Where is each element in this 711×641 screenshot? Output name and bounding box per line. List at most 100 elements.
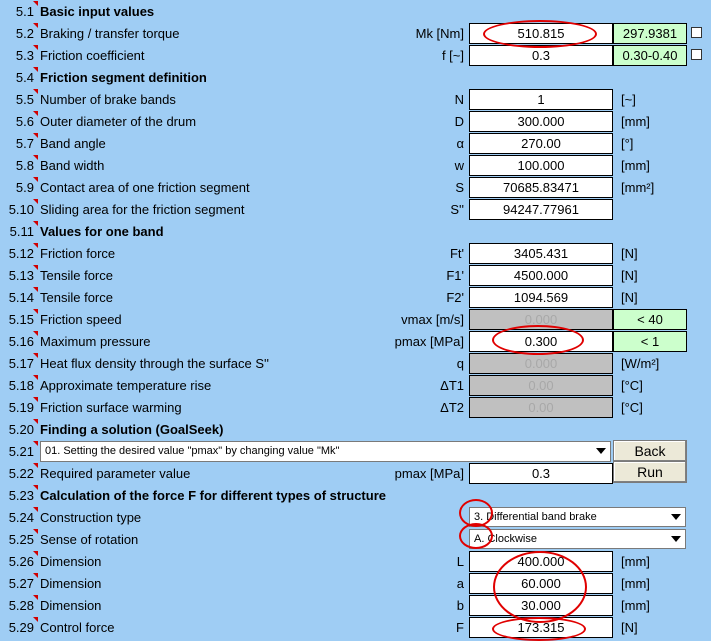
- drum-diameter-input[interactable]: 300.000: [469, 111, 613, 132]
- row-number: 5.26: [0, 551, 38, 573]
- row-unit: [N]: [621, 620, 638, 635]
- friction-speed-limit: < 40: [613, 309, 687, 330]
- row-number: 5.3: [0, 45, 38, 67]
- band-width-input[interactable]: 100.000: [469, 155, 613, 176]
- chevron-down-icon[interactable]: [593, 443, 609, 459]
- row-symbol: pmax [MPa]: [394, 334, 464, 349]
- row-number: 5.15: [0, 309, 38, 331]
- row-symbol: q: [456, 356, 464, 371]
- row-5-6: 5.6 Outer diameter of the drum D 300.000…: [0, 111, 711, 133]
- row-label: Number of brake bands: [40, 92, 176, 107]
- row-unit: [mm²]: [621, 180, 655, 195]
- row-5-21: 5.21 01. Setting the desired value "pmax…: [0, 440, 711, 463]
- row-5-23: 5.23 Calculation of the force F for diff…: [0, 485, 711, 507]
- row-number: 5.10: [0, 199, 38, 221]
- row-symbol: f [~]: [441, 48, 464, 63]
- row-unit: [°C]: [621, 378, 643, 393]
- row-label: Friction force: [40, 246, 116, 261]
- goalseek-select[interactable]: 01. Setting the desired value "pmax" by …: [40, 441, 611, 462]
- row-number: 5.28: [0, 595, 38, 617]
- row-label: Heat flux density through the surface S'…: [40, 356, 269, 371]
- dimension-b-input[interactable]: 30.000: [469, 595, 613, 616]
- friction-coefficient-range: 0.30-0.40: [613, 45, 687, 66]
- required-value-input[interactable]: 0.3: [469, 463, 613, 484]
- row-symbol: ΔT2: [440, 400, 464, 415]
- row-label: Friction speed: [40, 312, 122, 327]
- row-label: Construction type: [40, 510, 142, 525]
- row-label: Friction surface warming: [40, 400, 182, 415]
- section-header: Calculation of the force F for different…: [40, 488, 386, 503]
- row-number: 5.5: [0, 89, 38, 111]
- control-force-value: 173.315: [469, 617, 613, 638]
- row-symbol: F: [456, 620, 464, 635]
- braking-torque-input[interactable]: 510.815: [469, 23, 613, 44]
- row-number: 5.9: [0, 177, 38, 199]
- row-5-7: 5.7 Band angle α 270.00 [°]: [0, 133, 711, 155]
- row-5-18: 5.18 Approximate temperature rise ΔT1 0.…: [0, 375, 711, 397]
- row-5-3: 5.3 Friction coefficient f [~] 0.3 0.30-…: [0, 45, 711, 67]
- row-symbol: N: [454, 92, 464, 107]
- row-5-11: 5.11 Values for one band: [0, 221, 711, 243]
- row-number: 5.17: [0, 353, 38, 375]
- row-5-8: 5.8 Band width w 100.000 [mm]: [0, 155, 711, 177]
- row-unit: [mm]: [621, 554, 650, 569]
- row-symbol: ΔT1: [440, 378, 464, 393]
- row-5-20: 5.20 Finding a solution (GoalSeek): [0, 419, 711, 441]
- torque-checkbox[interactable]: [691, 27, 702, 38]
- construction-type-select[interactable]: 3. Differential band brake: [469, 507, 686, 527]
- row-label: Dimension: [40, 576, 102, 591]
- row-label: Required parameter value: [40, 466, 191, 481]
- row-5-9: 5.9 Contact area of one friction segment…: [0, 177, 711, 199]
- row-5-5: 5.5 Number of brake bands N 1 [~]: [0, 89, 711, 111]
- row-label: Band angle: [40, 136, 106, 151]
- row-symbol: S: [455, 180, 464, 195]
- row-label: Sense of rotation: [40, 532, 139, 547]
- row-number: 5.13: [0, 265, 38, 287]
- band-angle-input[interactable]: 270.00: [469, 133, 613, 154]
- sliding-area-value: 94247.77961: [469, 199, 613, 220]
- surface-warming-value: 0.00: [469, 397, 613, 418]
- recommended-torque: 297.9381: [613, 23, 687, 44]
- row-label: Dimension: [40, 554, 102, 569]
- section-header: Finding a solution (GoalSeek): [40, 422, 224, 437]
- friction-checkbox[interactable]: [691, 49, 702, 60]
- friction-speed-value: 0.000: [469, 309, 613, 330]
- row-label: Tensile force: [40, 290, 113, 305]
- row-symbol: L: [456, 554, 464, 569]
- row-number: 5.18: [0, 375, 38, 397]
- row-symbol: w: [454, 158, 464, 173]
- row-number: 5.7: [0, 133, 38, 155]
- temperature-rise-value: 0.00: [469, 375, 613, 396]
- row-5-29: 5.29 Control force F 173.315 [N]: [0, 617, 711, 639]
- row-number: 5.1: [0, 1, 38, 23]
- dimension-l-input[interactable]: 400.000: [469, 551, 613, 572]
- row-unit: [mm]: [621, 114, 650, 129]
- row-label: Maximum pressure: [40, 334, 151, 349]
- row-number: 5.29: [0, 617, 38, 639]
- row-symbol: α: [456, 136, 464, 151]
- run-button[interactable]: Run: [613, 461, 687, 483]
- row-unit: [mm]: [621, 158, 650, 173]
- row-symbol: Ft': [449, 246, 464, 261]
- row-label: Outer diameter of the drum: [40, 114, 197, 129]
- row-label: Dimension: [40, 598, 102, 613]
- row-label: Friction coefficient: [40, 48, 145, 63]
- brake-bands-input[interactable]: 1: [469, 89, 613, 110]
- friction-coefficient-input[interactable]: 0.3: [469, 45, 613, 66]
- back-button[interactable]: Back: [613, 440, 687, 462]
- rotation-sense-select[interactable]: A. Clockwise: [469, 529, 686, 549]
- row-symbol: F2': [446, 290, 464, 305]
- chevron-down-icon[interactable]: [668, 531, 684, 547]
- chevron-down-icon[interactable]: [668, 509, 684, 525]
- row-symbol: F1': [446, 268, 464, 283]
- row-5-19: 5.19 Friction surface warming ΔT2 0.00 […: [0, 397, 711, 419]
- row-label: Tensile force: [40, 268, 113, 283]
- dimension-a-input[interactable]: 60.000: [469, 573, 613, 594]
- row-unit: [°]: [621, 136, 634, 151]
- row-number: 5.12: [0, 243, 38, 265]
- row-5-2: 5.2 Braking / transfer torque Mk [Nm] 51…: [0, 23, 711, 45]
- section-header: Values for one band: [40, 224, 164, 239]
- row-symbol: b: [456, 598, 464, 613]
- goalseek-select-value: 01. Setting the desired value "pmax" by …: [45, 445, 340, 457]
- row-5-26: 5.26 Dimension L 400.000 [mm]: [0, 551, 711, 573]
